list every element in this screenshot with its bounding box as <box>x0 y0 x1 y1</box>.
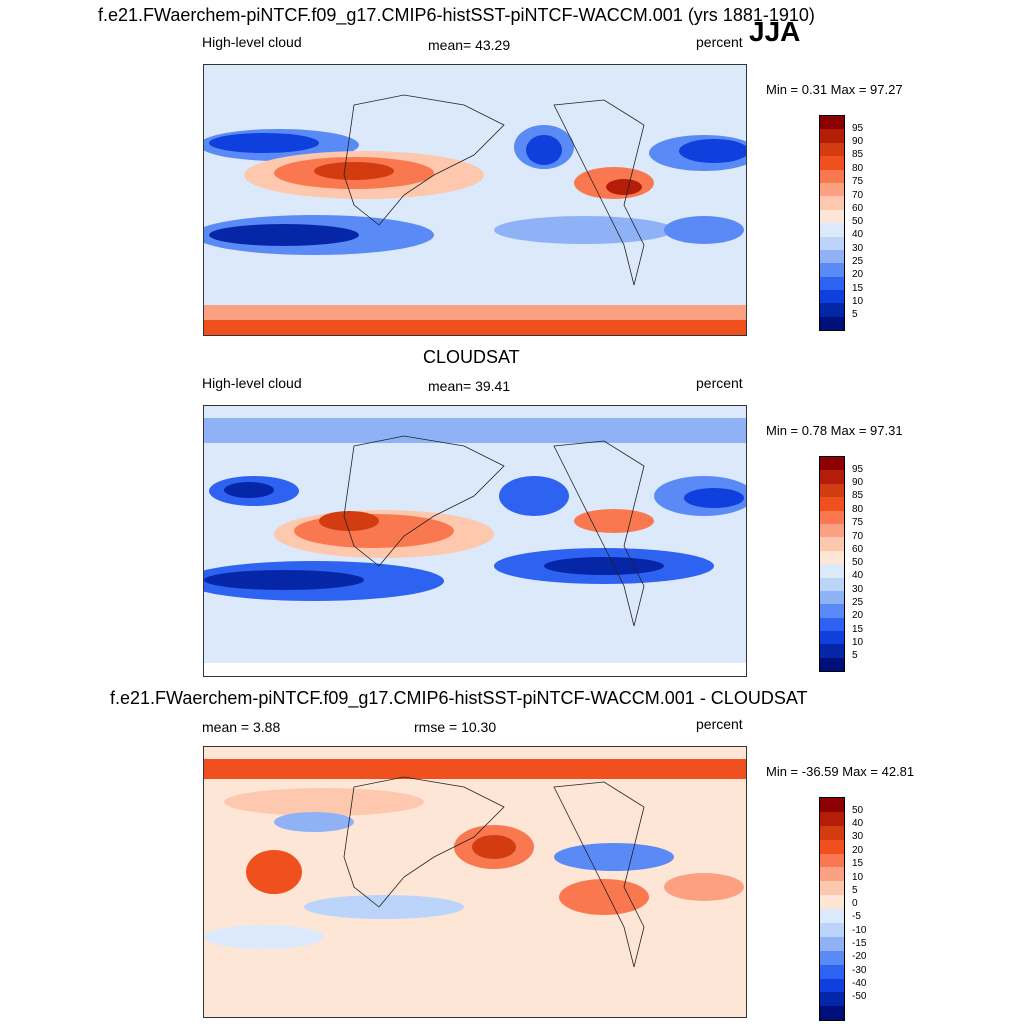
panel2-tick: 5 <box>852 650 858 661</box>
panel1-tick: 90 <box>852 136 864 147</box>
panel1-minmax: Min = 0.31 Max = 97.27 <box>766 82 903 97</box>
panel2-tick: 10 <box>852 637 864 648</box>
panel2-map <box>203 405 747 677</box>
panel2-tick: 40 <box>852 570 864 581</box>
panel2-tick: 75 <box>852 517 864 528</box>
panel3-tick: 50 <box>852 805 864 816</box>
panel1-title: f.e21.FWaerchem-piNTCF.f09_g17.CMIP6-his… <box>98 5 815 25</box>
panel3-tick: 0 <box>852 898 858 909</box>
panel3-tick: -10 <box>852 925 867 936</box>
panel3-tick: -40 <box>852 978 867 989</box>
panel3-tick: -15 <box>852 938 867 949</box>
panel3-tick: 40 <box>852 818 864 829</box>
panel3-tick: 10 <box>852 872 864 883</box>
panel3-tick: 20 <box>852 845 864 856</box>
panel3-tick: 5 <box>852 885 858 896</box>
panel3-tick: 15 <box>852 858 864 869</box>
panel2-tick: 50 <box>852 557 864 568</box>
panel3-minmax: Min = -36.59 Max = 42.81 <box>766 764 915 779</box>
panel3-right-label: percent <box>696 716 743 732</box>
panel1-tick: 10 <box>852 296 864 307</box>
panel2-tick: 80 <box>852 504 864 515</box>
panel1-tick: 5 <box>852 309 858 320</box>
panel2-map-field <box>204 406 746 676</box>
panel2-tick: 30 <box>852 584 864 595</box>
panel3-left-label: mean = 3.88 <box>202 719 281 735</box>
panel2-right-label: percent <box>696 375 743 391</box>
panel1-tick: 50 <box>852 216 864 227</box>
panel2-tick: 95 <box>852 464 864 475</box>
season-label: JJA <box>749 16 801 47</box>
panel1-tick: 75 <box>852 176 864 187</box>
panel2-tick: 20 <box>852 610 864 621</box>
panel2-tick: 25 <box>852 597 864 608</box>
panel1-colorbar <box>819 115 845 332</box>
panel1-tick: 80 <box>852 163 864 174</box>
panel2-tick: 85 <box>852 490 864 501</box>
panel2-title: CLOUDSAT <box>423 347 520 367</box>
panel1-tick: 25 <box>852 256 864 267</box>
panel3-tick: 30 <box>852 831 864 842</box>
panel2-minmax: Min = 0.78 Max = 97.31 <box>766 423 903 438</box>
panel2-center-label: mean= 39.41 <box>428 378 511 394</box>
panel2-left-label: High-level cloud <box>202 375 302 391</box>
panel2-tick: 90 <box>852 477 864 488</box>
panel3-map <box>203 746 747 1018</box>
panel2-tick: 15 <box>852 624 864 635</box>
panel3-colorbar <box>819 797 845 1022</box>
panel3-tick: -5 <box>852 911 861 922</box>
panel3-center-label: rmse = 10.30 <box>414 719 497 735</box>
panel2-tick: 60 <box>852 544 864 555</box>
panel1-tick: 15 <box>852 283 864 294</box>
panel1-map <box>203 64 747 336</box>
panel3-tick: -30 <box>852 965 867 976</box>
panel1-left-label: High-level cloud <box>202 34 302 50</box>
panel1-tick: 85 <box>852 149 864 160</box>
panel1-map-field <box>204 65 746 335</box>
panel3-title: f.e21.FWaerchem-piNTCF.f09_g17.CMIP6-his… <box>110 688 808 708</box>
panel1-tick: 20 <box>852 269 864 280</box>
panel2-tick: 70 <box>852 531 864 542</box>
panel1-tick: 70 <box>852 190 864 201</box>
panel3-map-field <box>204 747 746 1017</box>
panel1-center-label: mean= 43.29 <box>428 37 511 53</box>
panel3-tick: -20 <box>852 951 867 962</box>
panel1-tick: 95 <box>852 123 864 134</box>
panel1-tick: 30 <box>852 243 864 254</box>
panel1-tick: 60 <box>852 203 864 214</box>
panel1-right-label: percent <box>696 34 743 50</box>
panel3-tick: -50 <box>852 991 867 1002</box>
panel1-tick: 40 <box>852 229 864 240</box>
panel2-colorbar <box>819 456 845 673</box>
